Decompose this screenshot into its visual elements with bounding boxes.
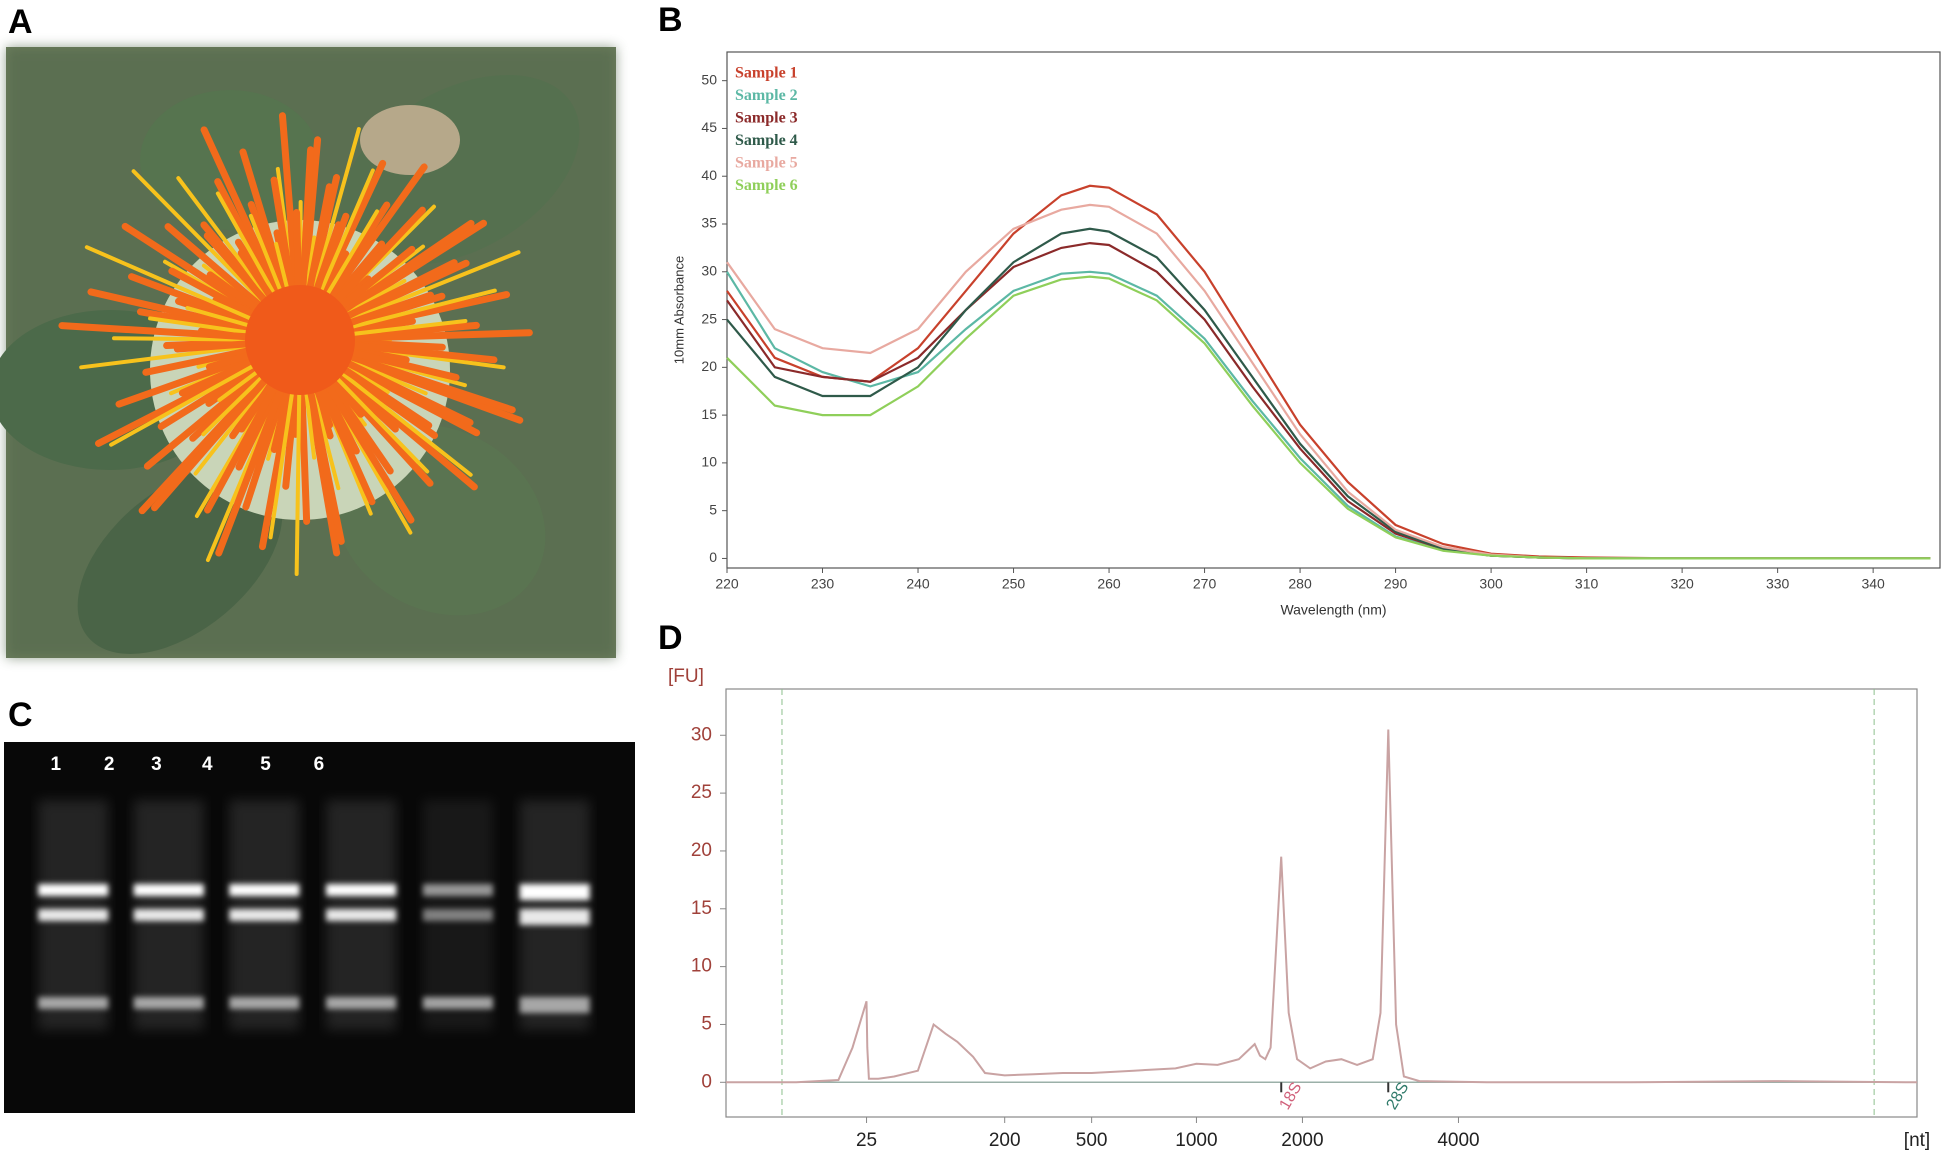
- legend-entry: Sample 3: [735, 110, 798, 127]
- y-tick-label: 0: [709, 549, 717, 565]
- gel-band: [326, 997, 397, 1009]
- flower-photo: [0, 47, 616, 658]
- y-axis-label: 10mm Absorbance: [671, 256, 686, 364]
- gel-band: [519, 997, 590, 1013]
- y-tick-label: 25: [701, 310, 717, 326]
- lane-label: 5: [260, 754, 271, 775]
- y-tick-label: 40: [701, 167, 717, 183]
- y-tick-label: 5: [709, 501, 717, 517]
- x-tick-label: 280: [1288, 576, 1312, 592]
- electropherogram: 0 5 10 15 20 25 30 25 200 500 1000 2000 4000 [nt] [FU]…: [668, 666, 1930, 1151]
- x-tick-label: 1000: [1175, 1130, 1217, 1151]
- gel-band: [229, 997, 300, 1009]
- gel-band: [519, 909, 590, 925]
- legend-entry: Sample 6: [735, 177, 798, 194]
- x-axis-label: Wavelength (nm): [1280, 602, 1386, 618]
- x-tick-label: 330: [1766, 576, 1790, 592]
- lane-label: 6: [314, 754, 325, 775]
- petal: [294, 357, 302, 576]
- x-tick-label: 4000: [1437, 1130, 1479, 1151]
- series-line: [726, 270, 1931, 560]
- legend-entry: Sample 4: [735, 132, 798, 149]
- gel-band: [133, 997, 204, 1009]
- series-line: [726, 203, 1931, 560]
- trace: [726, 729, 1918, 1084]
- x-tick-label: 2000: [1281, 1130, 1323, 1151]
- x-tick-label: 25: [856, 1130, 877, 1151]
- y-tick-label: 5: [701, 1013, 712, 1034]
- y-tick-label: 45: [701, 119, 717, 135]
- y-tick-label: 15: [701, 406, 717, 422]
- x-tick-label: 230: [811, 576, 835, 592]
- gel-band: [229, 909, 300, 921]
- gel-band: [422, 997, 493, 1009]
- series-line: [726, 241, 1931, 560]
- gel-band: [38, 997, 109, 1009]
- flower-center: [245, 285, 355, 395]
- y-tick-label: 0: [701, 1071, 712, 1092]
- x-tick-label: 260: [1097, 576, 1121, 592]
- legend-entry: Sample 2: [735, 87, 798, 104]
- y-tick-label: 50: [701, 71, 717, 87]
- legend-entry: Sample 1: [735, 65, 798, 82]
- gel-band: [326, 884, 397, 896]
- x-tick-label: 310: [1575, 576, 1599, 592]
- gel-image: 1 2 3 4 5 6: [4, 742, 635, 1113]
- gel-band: [38, 909, 109, 921]
- petal: [84, 245, 284, 335]
- lane-label: 4: [202, 754, 213, 775]
- x-tick-label: 270: [1193, 576, 1217, 592]
- gel-band: [38, 884, 109, 896]
- lane-label: 3: [151, 754, 162, 775]
- y-tick-label: 10: [691, 956, 712, 977]
- gel-band: [422, 909, 493, 921]
- y-tick-label: 35: [701, 215, 717, 231]
- lane-label: 2: [104, 754, 115, 775]
- petal: [200, 126, 296, 326]
- absorbance-chart: 0 5 10 15 20 25 30 35 40 45 50 220 230 240 250 260 270 28…: [671, 51, 1941, 618]
- panel-label: B: [658, 1, 683, 39]
- panel-label: A: [8, 3, 33, 41]
- series-line: [726, 184, 1931, 560]
- petals: [58, 112, 533, 576]
- y-tick-label: 30: [691, 724, 712, 745]
- gel-band: [519, 884, 590, 900]
- x-axis-label: [nt]: [1904, 1130, 1930, 1151]
- leaf-spot: [360, 105, 460, 175]
- x-tick-label: 300: [1479, 576, 1503, 592]
- x-tick-label: 340: [1861, 576, 1885, 592]
- x-tick-label: 290: [1384, 576, 1408, 592]
- panel-label: C: [8, 696, 33, 734]
- petal: [58, 322, 284, 343]
- gel-band: [229, 884, 300, 896]
- gel-band: [422, 884, 493, 896]
- y-tick-label: 15: [691, 898, 712, 919]
- x-tick-label: 220: [715, 576, 739, 592]
- gel-band: [326, 909, 397, 921]
- y-tick-label: 10: [701, 454, 717, 470]
- legend-entry: Sample 5: [735, 155, 798, 172]
- x-tick-label: 200: [989, 1130, 1021, 1151]
- lane-label: 1: [51, 754, 62, 775]
- y-tick-label: 30: [701, 262, 717, 278]
- y-axis-label: [FU]: [668, 666, 704, 687]
- x-tick-label: 320: [1670, 576, 1694, 592]
- y-tick-label: 25: [691, 782, 712, 803]
- series-line: [726, 275, 1931, 560]
- plot-frame: [726, 51, 1941, 569]
- plot-frame: [725, 688, 1918, 1118]
- panel-label: D: [658, 619, 683, 657]
- gel-band: [133, 909, 204, 921]
- x-tick-label: 500: [1076, 1130, 1108, 1151]
- y-tick-label: 20: [691, 840, 712, 861]
- x-tick-label: 250: [1002, 576, 1026, 592]
- y-tick-label: 20: [701, 358, 717, 374]
- gel-band: [133, 884, 204, 896]
- x-tick-label: 240: [906, 576, 930, 592]
